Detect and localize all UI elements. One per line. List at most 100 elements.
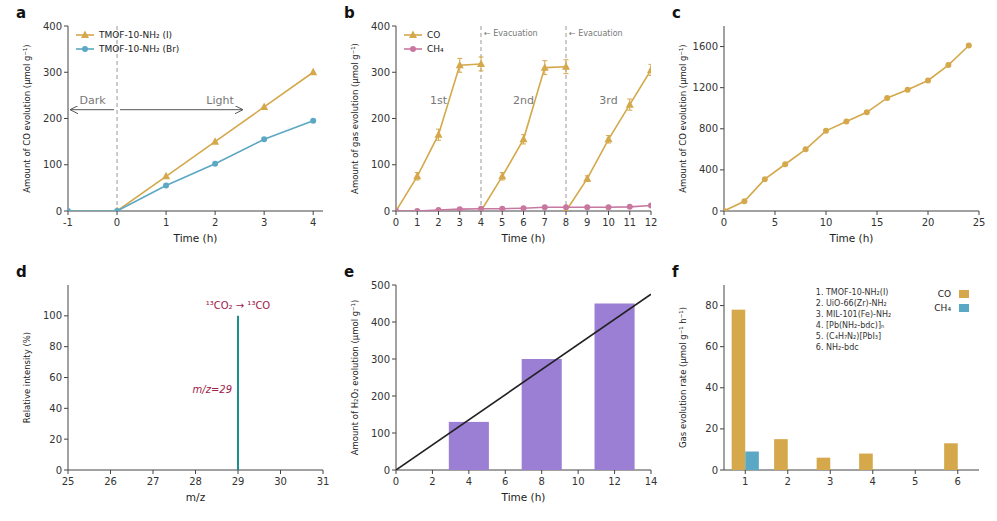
series-marker xyxy=(542,204,548,210)
legend-swatch xyxy=(959,290,969,298)
annotation: 3. MIL-101(Fe)-NH₂ xyxy=(816,310,891,319)
x-tick-label: 3 xyxy=(261,217,267,228)
bar xyxy=(915,470,929,471)
panel: e010020030040050002468101214Time (h)Amou… xyxy=(344,263,657,503)
annotation-arrow xyxy=(71,109,114,110)
x-tick-label: 9 xyxy=(584,217,590,228)
annotation: Light xyxy=(206,94,234,107)
x-tick xyxy=(928,211,929,215)
x-tick xyxy=(614,470,615,474)
y-tick xyxy=(720,46,724,47)
legend-label: TMOF-10-NH₂ (I) xyxy=(98,30,172,40)
y-tick-label: 200 xyxy=(371,391,390,402)
y-tick xyxy=(392,211,396,212)
x-tick xyxy=(915,470,916,474)
y-tick-label: 800 xyxy=(699,123,718,134)
series-marker xyxy=(584,204,590,210)
x-tick-label: -1 xyxy=(63,217,73,228)
x-tick-label: 10 xyxy=(602,217,615,228)
error-cap xyxy=(521,143,526,144)
series-marker xyxy=(966,43,972,49)
plot-area xyxy=(396,294,651,470)
y-tick-label: 300 xyxy=(371,354,390,365)
x-tick-label: 6 xyxy=(520,217,526,228)
x-tick-label: 27 xyxy=(147,476,160,487)
panel: c0400800120016000510152025Time (h)Amount… xyxy=(672,4,985,244)
y-tick xyxy=(720,87,724,88)
x-tick xyxy=(541,470,542,474)
y-tick-label: 100 xyxy=(371,428,390,439)
x-tick xyxy=(323,470,324,474)
plot-area xyxy=(68,26,317,211)
error-cap xyxy=(436,129,441,130)
y-tick-label: 400 xyxy=(371,317,390,328)
series-line xyxy=(396,205,651,211)
series-line xyxy=(396,294,651,470)
x-tick xyxy=(417,211,418,215)
series-marker xyxy=(436,207,442,211)
x-tick xyxy=(775,211,776,215)
panel-title: e xyxy=(344,263,354,281)
x-tick xyxy=(280,470,281,474)
y-tick-label: 1600 xyxy=(693,41,718,52)
annotation: 2. UiO-66(Zr)-NH₂ xyxy=(816,299,887,308)
bar xyxy=(788,470,802,471)
x-tick-label: 12 xyxy=(608,476,621,487)
y-tick xyxy=(392,26,396,27)
y-tick-label: 0 xyxy=(712,206,718,217)
annotation: Dark xyxy=(79,94,106,107)
x-tick-label: 31 xyxy=(317,476,330,487)
bar xyxy=(873,470,887,471)
x-tick xyxy=(313,211,314,215)
series-marker xyxy=(606,204,612,210)
x-axis-label: Time (h) xyxy=(501,491,546,503)
series-line xyxy=(68,72,313,211)
legend-label: CO xyxy=(427,30,440,40)
x-tick-label: 5 xyxy=(499,217,505,228)
y-tick-label: 100 xyxy=(43,310,62,321)
series-marker xyxy=(396,208,399,211)
series-marker xyxy=(520,135,528,143)
y-tick xyxy=(392,396,396,397)
x-axis xyxy=(724,211,979,212)
x-tick-label: 28 xyxy=(189,476,202,487)
plot-area xyxy=(396,26,651,211)
y-tick xyxy=(392,359,396,360)
y-tick xyxy=(720,346,724,347)
legend: COCH₄ xyxy=(404,30,444,54)
series-marker xyxy=(162,172,170,180)
series-line xyxy=(396,64,481,211)
x-tick xyxy=(826,211,827,215)
x-tick xyxy=(264,211,265,215)
x-tick-label: 10 xyxy=(572,476,585,487)
error-cap xyxy=(542,74,547,75)
error-cap xyxy=(649,64,652,65)
y-tick xyxy=(720,387,724,388)
x-tick xyxy=(396,470,397,474)
panel: a0100200300400-101234Time (h)Amount of C… xyxy=(16,4,323,244)
x-axis xyxy=(724,470,979,471)
y-tick-label: 80 xyxy=(49,341,62,352)
annotation: 1st xyxy=(430,94,448,107)
series-marker xyxy=(541,63,549,71)
series-marker xyxy=(823,128,829,134)
error-cap xyxy=(415,180,420,181)
stem xyxy=(237,316,239,470)
error-cap xyxy=(542,60,547,61)
y-axis-label: Amount of gas evolution (μmol g⁻¹) xyxy=(350,43,360,194)
series-marker xyxy=(724,208,727,211)
series-marker xyxy=(211,137,219,145)
y-axis xyxy=(724,285,725,470)
x-tick-label: 5 xyxy=(772,217,778,228)
x-tick-label: 20 xyxy=(922,217,935,228)
y-tick xyxy=(392,433,396,434)
series-marker xyxy=(782,161,788,167)
y-tick xyxy=(392,164,396,165)
x-tick xyxy=(195,470,196,474)
x-tick-label: 14 xyxy=(645,476,658,487)
error-cap xyxy=(457,72,462,73)
x-tick xyxy=(745,470,746,474)
series-marker xyxy=(905,87,911,93)
y-axis-label: Amount of CO evolution (μmol g⁻¹) xyxy=(22,44,32,192)
x-tick-label: 25 xyxy=(973,217,986,228)
